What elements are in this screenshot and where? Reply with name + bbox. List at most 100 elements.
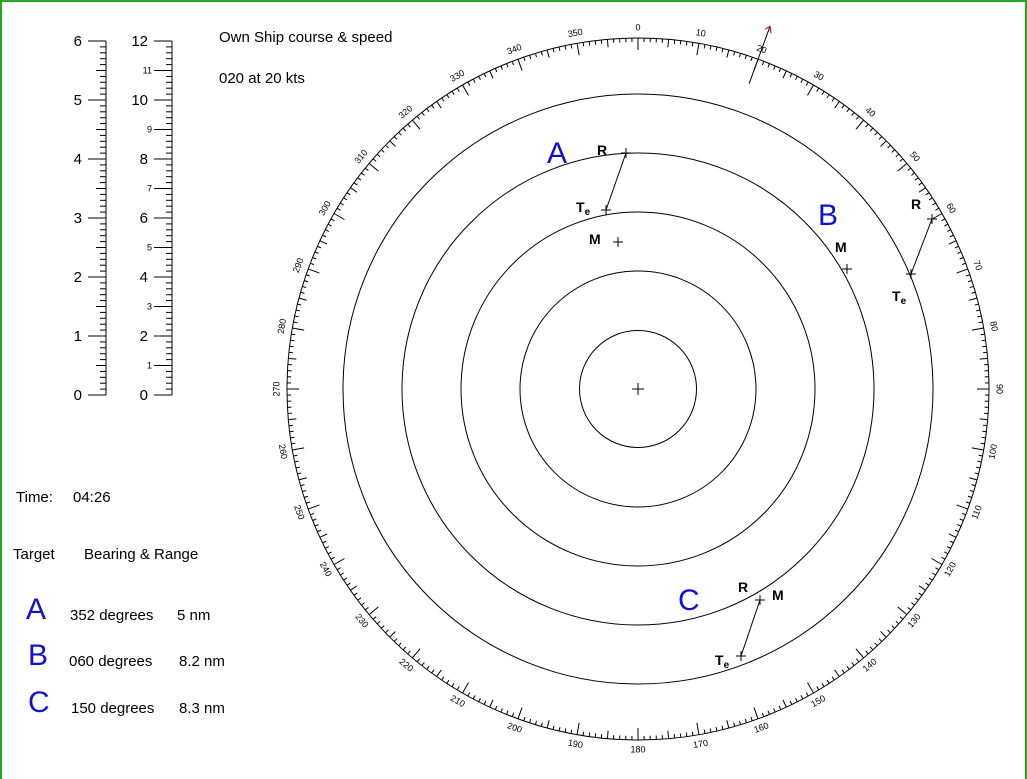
bearing-tick xyxy=(288,357,297,360)
bearing-tick xyxy=(540,722,543,727)
bearing-tick xyxy=(489,699,494,708)
bearing-tick xyxy=(805,81,809,86)
bearing-tick xyxy=(911,172,915,176)
bearing-tick xyxy=(368,606,379,616)
bearing-tick xyxy=(918,592,923,596)
bearing-tick xyxy=(393,638,398,642)
bearing-tick xyxy=(691,731,694,736)
bearing-tick xyxy=(322,234,327,238)
bearing-tick xyxy=(925,582,930,586)
bearing-tick xyxy=(416,115,421,120)
bearing-tick xyxy=(380,149,385,153)
bearing-tick xyxy=(436,101,442,109)
bearing-tick xyxy=(750,716,753,722)
scale-label: 10 xyxy=(131,92,148,109)
bearing-label: 70 xyxy=(971,259,984,272)
bearing-tick xyxy=(588,41,591,46)
bearing-tick xyxy=(431,104,435,109)
bearing-tick xyxy=(483,73,487,78)
scale-label: 0 xyxy=(140,387,148,404)
bearing-tick xyxy=(750,56,753,62)
bearing-tick xyxy=(582,42,585,47)
bearing-tick xyxy=(946,546,951,549)
bearing-label: 170 xyxy=(692,738,709,750)
bearing-tick xyxy=(534,720,538,725)
bearing-tick xyxy=(928,577,933,581)
plot-point xyxy=(906,269,916,279)
point-label: Te xyxy=(715,652,730,671)
bearing-tick xyxy=(914,177,919,181)
bearing-tick xyxy=(761,61,765,66)
bearing-tick xyxy=(431,669,435,674)
bearing-tick xyxy=(293,321,298,324)
bearing-tick xyxy=(376,153,381,158)
bearing-tick xyxy=(346,192,351,196)
bearing-tick xyxy=(325,546,330,549)
bearing-tick xyxy=(333,213,345,220)
bearing-tick xyxy=(816,87,820,92)
bearing-tick xyxy=(441,676,445,681)
bearing-tick xyxy=(907,606,912,611)
bearing-tick xyxy=(978,454,983,457)
plot-point xyxy=(736,651,746,661)
bearing-tick xyxy=(944,551,949,555)
bearing-tick xyxy=(300,484,305,487)
bearing-tick xyxy=(564,728,567,733)
bearing-tick xyxy=(667,730,670,739)
bearing-tick xyxy=(294,460,299,463)
bearing-tick xyxy=(302,489,307,493)
bearing-tick xyxy=(805,692,809,697)
bearing-tick xyxy=(426,665,430,670)
bearing-tick xyxy=(878,136,883,140)
bearing-tick xyxy=(523,56,526,62)
bearing-tick xyxy=(494,68,498,73)
bearing-tick xyxy=(971,447,984,451)
bearing-tick xyxy=(800,695,804,700)
bearing-label: 330 xyxy=(448,68,466,84)
bearing-tick xyxy=(978,321,983,324)
bearing-tick xyxy=(778,68,782,73)
bearing-tick xyxy=(606,730,609,739)
bearing-tick xyxy=(393,136,398,140)
bearing-tick xyxy=(576,43,580,56)
bearing-tick xyxy=(971,327,984,331)
bearing-label: 160 xyxy=(752,720,770,735)
bearing-tick xyxy=(350,187,358,193)
bearing: 150 degrees xyxy=(71,700,154,717)
bearing-tick xyxy=(588,732,591,737)
bearing-tick xyxy=(350,585,358,591)
bearing-tick xyxy=(974,303,979,306)
bearing-tick xyxy=(327,551,332,555)
bearing-tick xyxy=(389,631,396,638)
bearing-tick xyxy=(576,722,580,735)
bearing-tick xyxy=(980,333,985,336)
bearing-tick xyxy=(969,477,978,481)
bearing-tick xyxy=(807,682,814,694)
bearing-tick xyxy=(333,558,345,565)
bearing-tick xyxy=(715,46,718,52)
bearing-tick xyxy=(467,81,471,86)
bearing-label: 350 xyxy=(567,27,584,39)
point-label: Te xyxy=(576,199,591,218)
bearing-tick xyxy=(340,202,344,206)
bearing-tick xyxy=(407,650,411,655)
bearing-tick xyxy=(911,602,915,606)
plot-point xyxy=(755,595,765,605)
relative-track xyxy=(910,218,933,275)
bearing-tick xyxy=(954,245,959,249)
bearing-tick xyxy=(855,119,865,130)
bearing-tick xyxy=(738,53,742,58)
bearing-tick xyxy=(361,602,365,606)
bearing-tick xyxy=(292,327,305,331)
bearing-tick xyxy=(294,315,299,318)
bearing-tick xyxy=(402,127,407,132)
bearing-tick xyxy=(517,707,523,720)
bearing-tick xyxy=(330,218,335,222)
bearing-tick xyxy=(685,41,688,46)
scale-label: 8 xyxy=(140,151,148,168)
bearing-tick xyxy=(744,55,747,60)
bearing-tick xyxy=(846,665,850,670)
bearing-tick xyxy=(957,251,962,254)
bearing-tick xyxy=(319,240,328,245)
bearing-tick xyxy=(831,97,835,102)
